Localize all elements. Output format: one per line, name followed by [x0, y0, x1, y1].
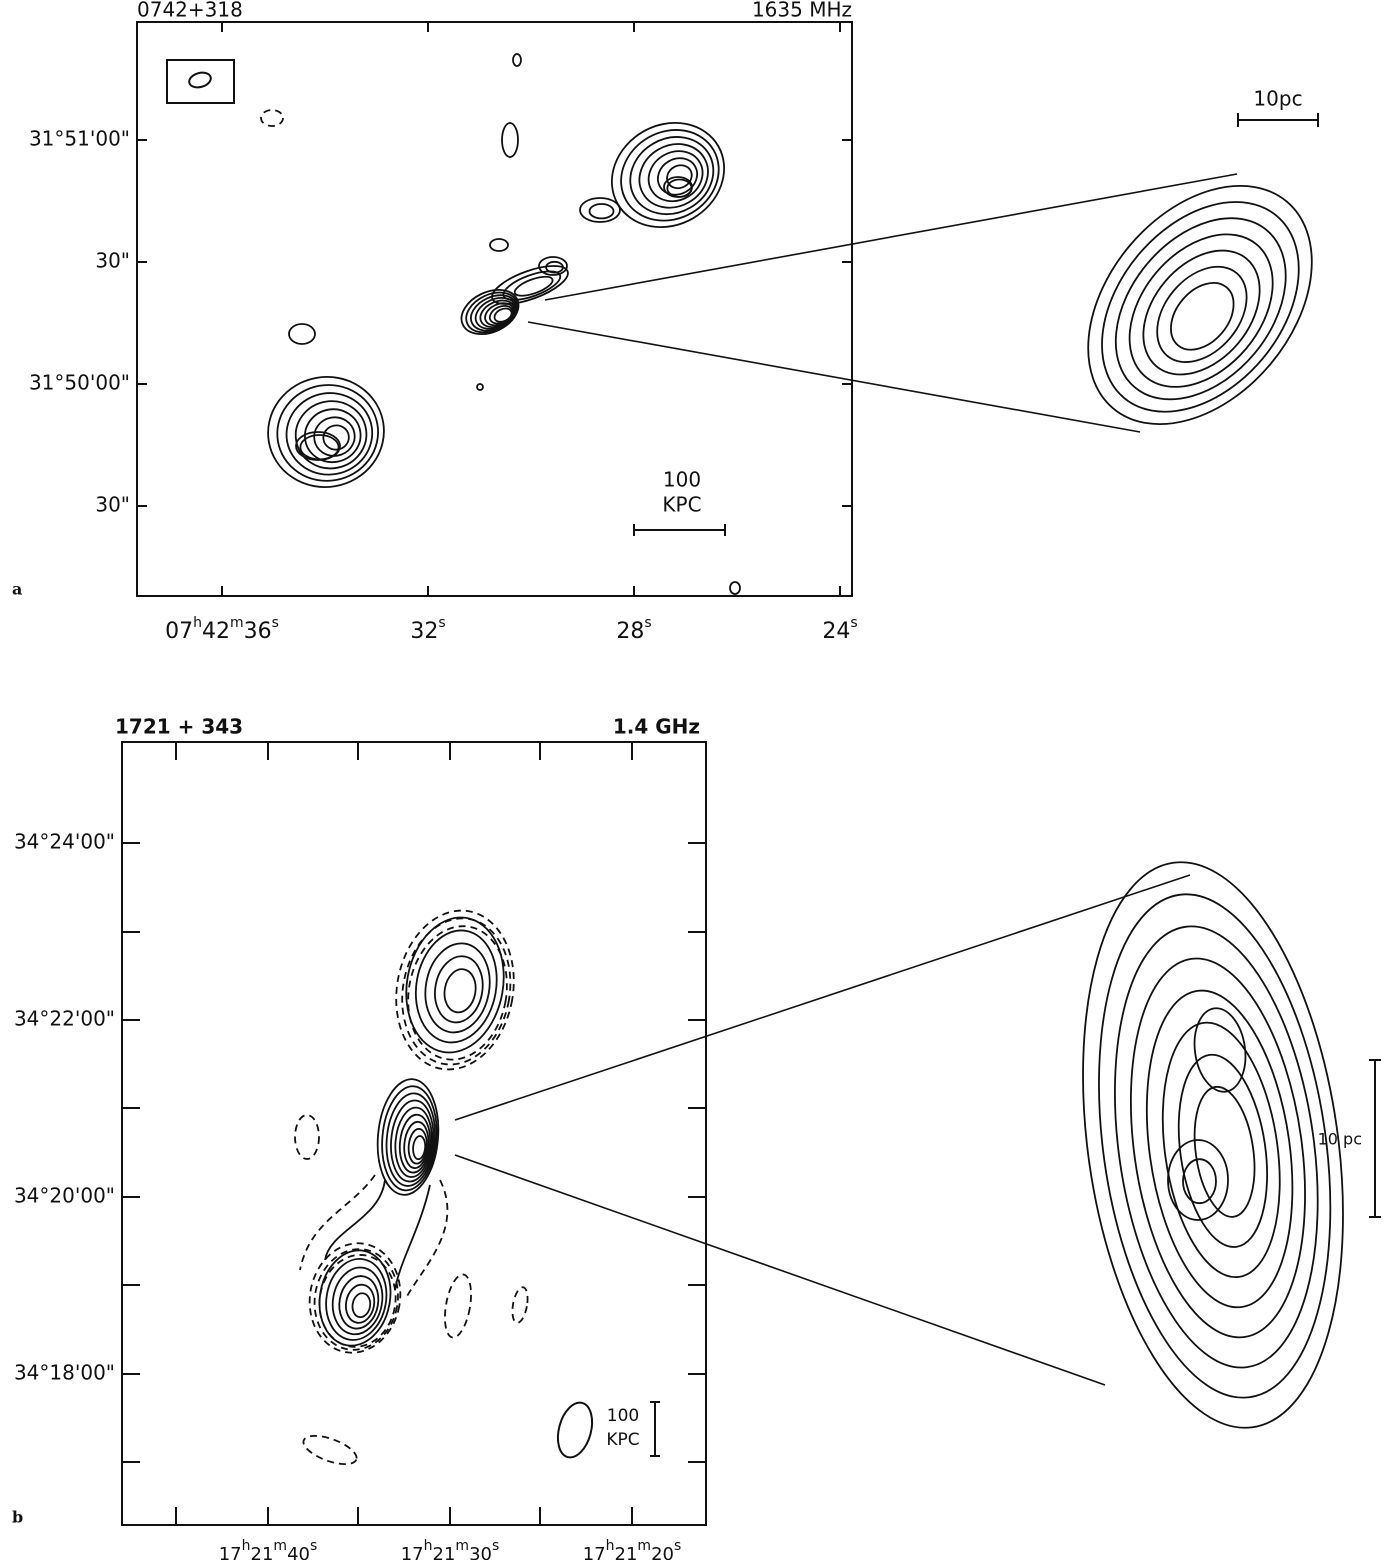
contour [325, 1180, 430, 1290]
y-axis-label: 31°51'00" [29, 127, 130, 151]
label-part: 21 [433, 1544, 456, 1560]
label-part: s [310, 1538, 317, 1554]
scale-label: KPC [606, 1430, 639, 1450]
contour [1139, 249, 1265, 379]
contour [502, 123, 518, 157]
label-part: 40 [287, 1544, 310, 1560]
panel-label: a [12, 580, 22, 599]
contour [1062, 164, 1339, 450]
label-part: 07 [165, 619, 193, 644]
label-part: 17 [583, 1544, 606, 1560]
contour [441, 967, 479, 1015]
label-part: 17 [219, 1544, 242, 1560]
label-part: h [193, 615, 202, 631]
label-part: 28 [616, 619, 644, 644]
label-part: 17 [401, 1544, 424, 1560]
label-part: s [644, 615, 651, 631]
label-part: s [674, 1538, 681, 1554]
x-axis-label: 32s [410, 615, 445, 644]
label-part: h [606, 1538, 615, 1554]
y-axis-label: 34°24'00" [14, 830, 115, 854]
label-part: s [850, 615, 857, 631]
y-axis-label: 34°20'00" [14, 1184, 115, 1208]
frequency: 1635 MHz [752, 0, 852, 22]
contour [730, 582, 740, 594]
label-part: s [438, 615, 445, 631]
x-axis-label: 24s [822, 615, 857, 644]
contour [300, 1430, 360, 1470]
contour [430, 952, 488, 1026]
label-part: 32 [410, 619, 438, 644]
contour [1089, 913, 1344, 1380]
contour [628, 132, 720, 220]
label-part: s [272, 615, 279, 631]
zoom-line [455, 1155, 1105, 1385]
label-part: h [424, 1538, 433, 1554]
contour [510, 1286, 530, 1324]
label-part: m [637, 1538, 651, 1554]
label-part: m [455, 1538, 469, 1554]
contour [441, 1272, 476, 1339]
contour [477, 384, 483, 390]
beam [188, 70, 213, 89]
x-axis-label: 17h21m20s [583, 1538, 682, 1560]
label-part: 21 [615, 1544, 638, 1560]
contour [1189, 1005, 1250, 1095]
label-part: 30 [469, 1544, 492, 1560]
label-part: m [273, 1538, 287, 1554]
x-axis-label: 28s [616, 615, 651, 644]
y-axis-label: 34°22'00" [14, 1007, 115, 1031]
contour [490, 239, 508, 251]
contour [300, 435, 338, 459]
scale-label: KPC [662, 493, 701, 517]
frequency: 1.4 GHz [613, 715, 700, 739]
y-axis-label: 30" [95, 493, 130, 517]
label-part: m [230, 615, 244, 631]
contour [1167, 1049, 1278, 1253]
figure: 0742+318 1635 MHz a 100 KPC 10pc 1721 + … [0, 0, 1387, 1560]
label-part: 21 [251, 1544, 274, 1560]
beam-box [167, 60, 234, 103]
beam [552, 1399, 597, 1461]
contour [488, 258, 573, 312]
scale-label: 100 [663, 468, 701, 492]
label-part: 24 [822, 619, 850, 644]
label-part: 36 [244, 619, 272, 644]
contour [1128, 981, 1311, 1317]
contour [289, 324, 315, 344]
zoom-line [455, 875, 1190, 1120]
x-axis-label: 07h42m36s [165, 615, 279, 644]
zoom-line [545, 174, 1237, 300]
label-part: 20 [651, 1544, 674, 1560]
contour [1081, 185, 1320, 432]
x-axis-label: 17h21m30s [401, 1538, 500, 1560]
contour [351, 1292, 372, 1319]
panel-label: b [12, 1508, 23, 1527]
zoom-line [528, 322, 1140, 432]
y-axis-label: 34°18'00" [14, 1361, 115, 1385]
source-name: 0742+318 [137, 0, 243, 22]
contour [1168, 1140, 1228, 1220]
label-part: 42 [202, 619, 230, 644]
source-name: 1721 + 343 [115, 715, 243, 739]
label-part: s [492, 1538, 499, 1554]
contour [300, 1175, 447, 1300]
y-axis-label: 30" [95, 249, 130, 273]
contour [590, 204, 614, 218]
scale-label: 100 [607, 1406, 639, 1426]
inset-scale-label: 10pc [1253, 87, 1302, 111]
contour [1120, 228, 1284, 397]
contour [261, 110, 283, 126]
label-part: h [242, 1538, 251, 1554]
contour [604, 112, 735, 238]
contour [513, 54, 521, 66]
x-axis-label: 17h21m40s [219, 1538, 318, 1560]
contour [295, 1115, 319, 1159]
y-axis-label: 31°50'00" [29, 371, 130, 395]
contour [1043, 142, 1358, 467]
contour [1183, 1159, 1216, 1203]
